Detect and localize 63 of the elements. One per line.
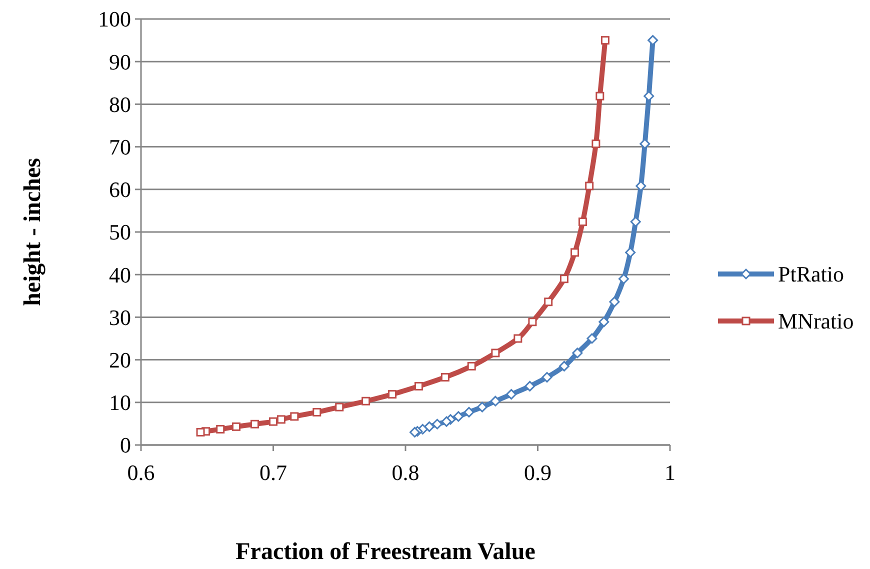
point: [598, 316, 610, 328]
point: [216, 424, 225, 434]
point: [585, 182, 594, 190]
point: [410, 426, 420, 438]
x-tick-label: 0.6: [127, 460, 155, 485]
point: [276, 415, 286, 424]
point: [453, 411, 464, 422]
point: [558, 360, 570, 372]
point: [596, 92, 604, 100]
point: [232, 422, 240, 431]
point: [572, 348, 583, 358]
y-tick-label: 100: [98, 6, 131, 32]
point: [609, 296, 620, 308]
point: [440, 373, 450, 382]
point: [560, 274, 568, 284]
point: [362, 396, 370, 406]
point: [592, 140, 600, 148]
point: [414, 382, 423, 390]
point: [625, 247, 636, 258]
point: [250, 420, 259, 428]
point: [586, 333, 598, 344]
y-tick-label: 50: [109, 220, 131, 245]
point: [388, 390, 397, 399]
point: [464, 406, 474, 418]
x-tick-label: 0.9: [524, 460, 552, 485]
point: [618, 274, 629, 284]
point: [441, 416, 452, 427]
y-tick-label: 10: [109, 390, 131, 416]
point: [544, 298, 553, 306]
x-tick-label: 1: [664, 460, 676, 485]
point: [490, 396, 501, 406]
point: [424, 421, 435, 432]
y-tick-label: 30: [109, 304, 131, 330]
x-tick-label: 0.7: [260, 460, 287, 485]
point: [528, 318, 537, 326]
point: [600, 36, 610, 45]
y-tick-label: 60: [109, 177, 131, 202]
y-tick-label: 80: [109, 92, 131, 117]
point: [467, 362, 476, 370]
point: [578, 218, 587, 226]
legend-label: MNratio: [778, 308, 854, 334]
x-axis-title: Fraction of Freestream Value: [236, 539, 536, 565]
y-tick-label: 40: [109, 262, 131, 288]
y-tick-label: 70: [109, 134, 131, 160]
y-tick-label: 90: [109, 49, 131, 74]
point: [196, 428, 205, 436]
point: [570, 248, 580, 257]
point: [476, 402, 488, 412]
y-tick-label: 20: [109, 348, 131, 372]
x-tick-label: 0.8: [392, 460, 420, 485]
legend-label: PtRatio: [778, 262, 844, 287]
point: [524, 380, 536, 392]
point: [506, 389, 517, 400]
point: [269, 417, 278, 426]
point: [335, 402, 344, 412]
point: [432, 418, 442, 430]
y-axis-title: height - inches: [20, 158, 46, 306]
point: [312, 408, 322, 416]
y-tick-label: 0: [120, 432, 131, 458]
point: [290, 412, 299, 421]
point: [514, 334, 522, 343]
point: [491, 348, 500, 358]
point: [542, 372, 552, 383]
